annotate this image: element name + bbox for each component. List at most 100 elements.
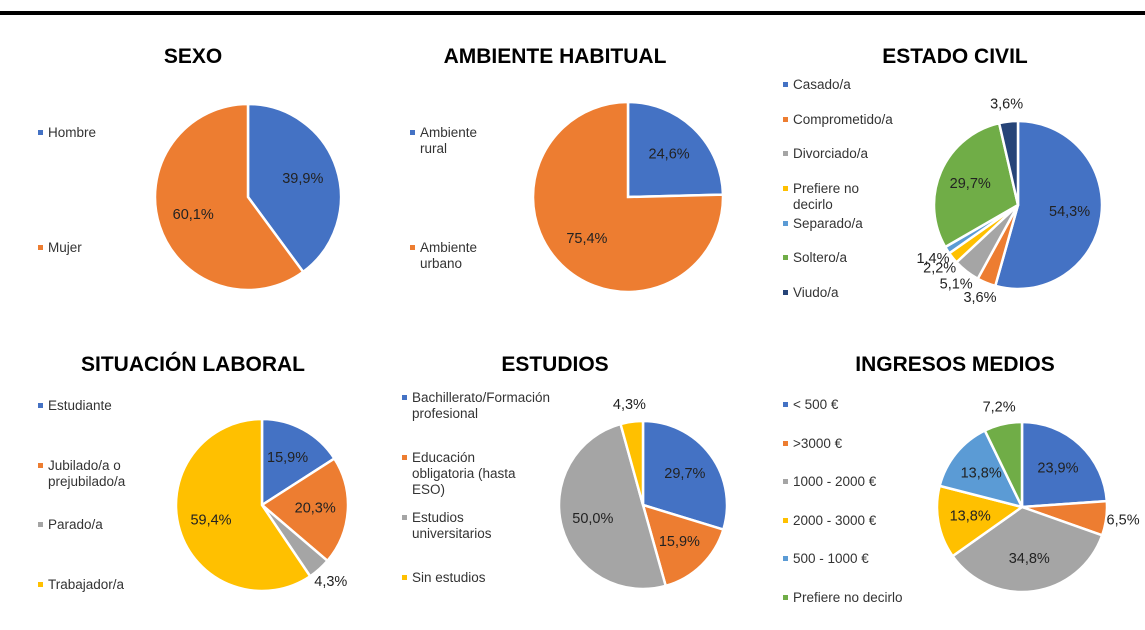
- legend-item: Divorciado/a: [783, 146, 893, 162]
- legend-label: Parado/a: [48, 517, 103, 533]
- pie-slice: [246, 102, 343, 274]
- pie-slice: [950, 505, 1104, 594]
- data-label: 6,5%: [1107, 513, 1140, 529]
- data-label: 15,9%: [659, 534, 700, 550]
- legend-marker: [783, 290, 788, 295]
- pie-slice: [260, 417, 337, 508]
- pie-slice: [997, 119, 1020, 206]
- data-label: 15,9%: [267, 450, 308, 466]
- legend-marker: [783, 440, 788, 446]
- legend-item: 1000 - 2000 €: [783, 474, 923, 490]
- legend-marker: [38, 403, 43, 408]
- data-label: 3,6%: [990, 97, 1023, 113]
- top-rule: [0, 11, 1145, 15]
- data-label: 50,0%: [572, 511, 613, 527]
- pie-slice: [938, 428, 1025, 509]
- legend-label: Trabajador/a: [48, 577, 125, 592]
- data-label: 13,8%: [950, 508, 991, 524]
- chart-title: INGRESOS MEDIOS: [855, 353, 1055, 376]
- legend-item: >3000 €: [783, 436, 923, 452]
- data-label: 23,9%: [1037, 460, 1078, 476]
- legend-marker: [402, 395, 407, 400]
- data-label: 1,4%: [916, 251, 949, 267]
- legend-label: Soltero/a: [793, 250, 848, 266]
- legend-item: Educación obligatoria (hasta ESO): [402, 450, 537, 498]
- pie-slice: [153, 102, 305, 292]
- data-label: 29,7%: [950, 176, 991, 192]
- pie-slice: [993, 119, 1104, 291]
- pie-slice: [259, 456, 350, 563]
- pie-slice: [935, 484, 1025, 558]
- legend-item: Sin estudios: [402, 570, 537, 586]
- pie-slice: [626, 100, 725, 199]
- pie-slice: [641, 419, 729, 532]
- legend-marker: [38, 462, 43, 468]
- legend-item: Hombre: [38, 125, 138, 141]
- legend-marker: [402, 455, 407, 460]
- legend-label: Prefiere no decirlo: [793, 181, 860, 212]
- legend-marker: [410, 245, 415, 250]
- legend-label: Mujer: [48, 240, 82, 255]
- legend-marker: [783, 151, 788, 157]
- data-label: 54,3%: [1049, 204, 1090, 220]
- legend-label: Viudo/a: [793, 285, 839, 300]
- data-label: 39,9%: [282, 171, 323, 187]
- data-label: 20,3%: [295, 500, 336, 516]
- chart-title: AMBIENTE HABITUAL: [443, 45, 667, 68]
- pie-slice: [1020, 420, 1109, 509]
- legend-label: Estudiante: [48, 398, 112, 413]
- legend-marker: [402, 515, 407, 520]
- legend-marker: [38, 245, 43, 250]
- legend-item: Soltero/a: [783, 250, 893, 266]
- data-label: 24,6%: [649, 147, 690, 163]
- data-label: 7,2%: [983, 399, 1016, 415]
- legend-item: Prefiere no decirlo: [783, 590, 923, 606]
- legend-item: Estudios universitarios: [402, 510, 537, 542]
- legend-item: 500 - 1000 €: [783, 551, 923, 567]
- legend-label: Jubilado/a o prejubilado/a: [48, 457, 126, 489]
- pie-slice: [983, 420, 1024, 508]
- pie-slice: [557, 422, 668, 591]
- legend-label: 2000 - 3000 €: [793, 512, 877, 528]
- legend-item: < 500 €: [783, 397, 923, 413]
- legend-marker: [38, 130, 43, 135]
- legend-label: Prefiere no decirlo: [793, 590, 903, 605]
- chart-title: SEXO: [163, 45, 223, 68]
- legend-item: 2000 - 3000 €: [783, 513, 923, 529]
- legend-label: Ambiente urbano: [420, 240, 478, 271]
- data-label: 3,6%: [963, 290, 996, 306]
- legend-item: Mujer: [38, 240, 138, 256]
- chart-title: SITUACIÓN LABORAL: [81, 353, 305, 376]
- legend-marker: [402, 575, 407, 580]
- legend-item: Casado/a: [783, 77, 893, 93]
- legend-marker: [783, 82, 788, 87]
- legend-label: Sin estudios: [412, 570, 486, 585]
- data-label: 59,4%: [190, 512, 231, 528]
- data-label: 4,3%: [613, 397, 646, 413]
- pie-slice: [531, 100, 725, 294]
- legend-item: Separado/a: [783, 216, 893, 232]
- legend-item: Estudiante: [38, 398, 158, 414]
- legend-label: Casado/a: [793, 77, 851, 92]
- legend-marker: [783, 479, 788, 485]
- legend-item: Jubilado/a o prejubilado/a: [38, 458, 158, 490]
- legend-label: Comprometido/a: [793, 111, 893, 127]
- legend-item: Ambiente rural: [410, 125, 500, 157]
- legend-item: Comprometido/a: [783, 112, 893, 128]
- legend-marker: [783, 255, 788, 261]
- legend-marker: [38, 582, 43, 587]
- legend-item: Bachillerato/Formación profesional: [402, 390, 550, 422]
- legend-label: Ambiente rural: [420, 125, 478, 156]
- legend-label: Educación obligatoria (hasta ESO): [412, 450, 516, 497]
- legend-label: 1000 - 2000 €: [793, 474, 877, 490]
- data-label: 5,1%: [940, 276, 973, 292]
- legend-item: Parado/a: [38, 517, 158, 533]
- legend-marker: [410, 130, 415, 135]
- legend-label: Separado/a: [793, 215, 863, 231]
- legend-marker: [783, 402, 788, 407]
- data-label: 4,3%: [314, 574, 347, 590]
- legend-label: 500 - 1000 €: [793, 551, 869, 567]
- legend-label: >3000 €: [793, 435, 843, 451]
